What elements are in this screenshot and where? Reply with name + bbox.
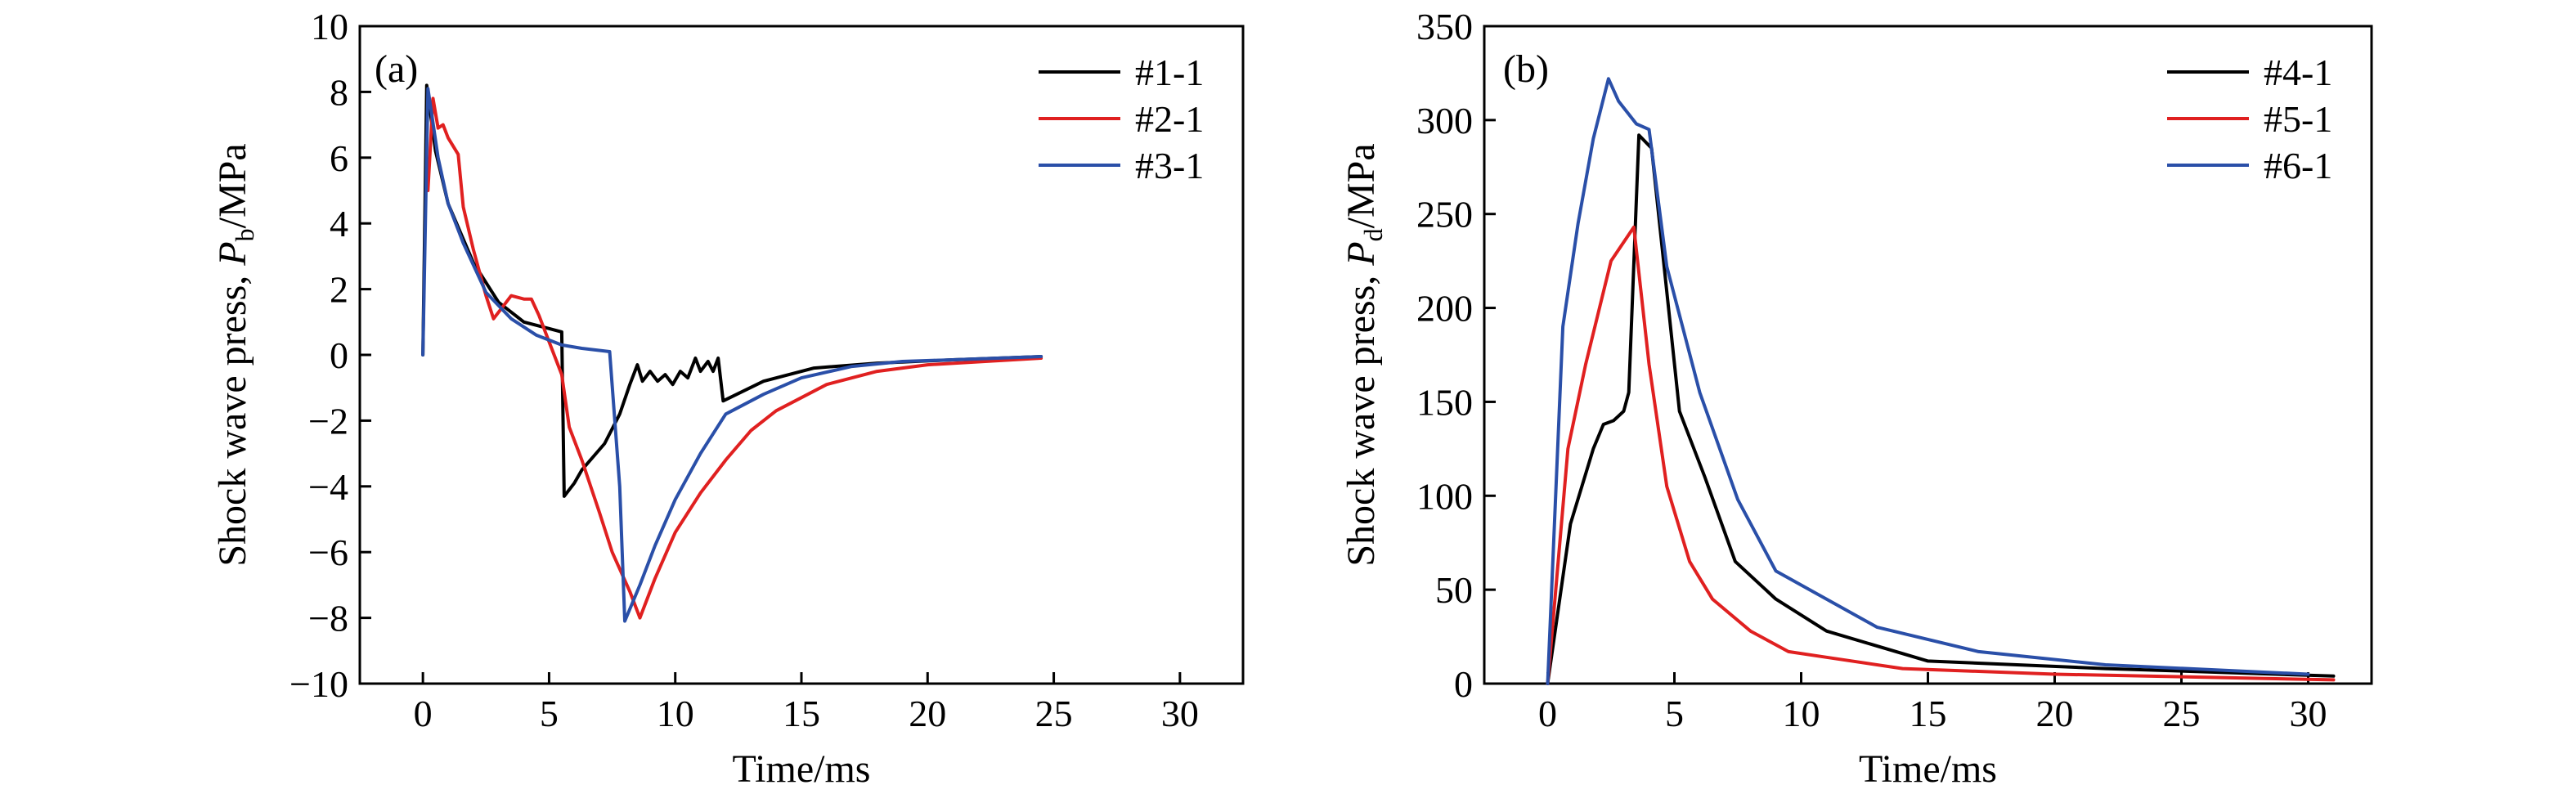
y-tick-label: 10 <box>311 6 348 47</box>
y-tick-label: 0 <box>330 334 348 376</box>
panel-label: (b) <box>1503 47 1549 91</box>
x-tick-label: 25 <box>2163 693 2201 734</box>
y-tick-label: −2 <box>308 400 348 442</box>
y-tick-label: −4 <box>308 466 348 508</box>
x-tick-label: 0 <box>414 693 433 734</box>
x-tick-label: 30 <box>2290 693 2327 734</box>
x-tick-label: 10 <box>657 693 694 734</box>
x-tick-label: 5 <box>1665 693 1684 734</box>
y-tick-label: 8 <box>330 71 348 113</box>
y-axis-title: Shock wave press, Pd/MPa <box>1340 143 1388 566</box>
series-line-5-1 <box>1546 225 2336 685</box>
x-axis-title: Time/ms <box>733 747 871 791</box>
y-tick-label: 350 <box>1416 6 1473 47</box>
x-axis-title: Time/ms <box>1859 747 1997 791</box>
y-tick-label: 200 <box>1416 288 1473 330</box>
legend-label: #5-1 <box>2264 98 2332 140</box>
series-line-6-1 <box>1546 77 2310 685</box>
legend-label: #6-1 <box>2264 145 2332 186</box>
x-tick-label: 15 <box>783 693 820 734</box>
series-line-3-1 <box>421 87 1043 623</box>
y-tick-label: −8 <box>308 598 348 639</box>
series-line-1-1 <box>421 83 1043 498</box>
x-tick-label: 20 <box>2036 693 2074 734</box>
x-tick-label: 20 <box>909 693 946 734</box>
series-line-4-1 <box>1546 133 2336 685</box>
y-tick-label: −6 <box>308 532 348 573</box>
x-tick-label: 25 <box>1035 693 1073 734</box>
legend-label: #3-1 <box>1135 145 1204 186</box>
y-tick-label: 4 <box>330 203 348 244</box>
y-tick-label: 2 <box>330 269 348 311</box>
x-tick-label: 15 <box>1910 693 1947 734</box>
y-tick-label: 250 <box>1416 194 1473 236</box>
x-tick-label: 0 <box>1538 693 1557 734</box>
y-tick-label: −10 <box>289 663 348 705</box>
chart-panel-b: 0 5 10 15 20 25 30050100150200250300350Time/ms… <box>1340 6 2373 791</box>
y-tick-label: 100 <box>1416 475 1473 517</box>
y-axis-title: Shock wave press, Pb/MPa <box>211 143 259 566</box>
legend-label: #4-1 <box>2264 52 2332 93</box>
y-tick-label: 0 <box>1454 663 1473 705</box>
x-tick-label: 30 <box>1161 693 1199 734</box>
plot-frame-b <box>1483 25 2373 685</box>
chart-panel-a: 0 5 10 15 20 25 30 −10 −8 −6 −4 −2 0 2 4 6 8 10 Time/ms Sho… <box>211 6 1245 791</box>
x-tick-label: 5 <box>540 693 559 734</box>
y-tick-label: 6 <box>330 137 348 179</box>
x-tick-label: 10 <box>1783 693 1820 734</box>
panel-label: (a) <box>375 47 418 91</box>
y-tick-label: 300 <box>1416 100 1473 141</box>
legend-label: #1-1 <box>1135 52 1204 93</box>
plot-frame-a <box>358 25 1245 685</box>
legend-label: #2-1 <box>1135 98 1204 140</box>
y-tick-label: 50 <box>1435 569 1473 611</box>
series-line-2-1 <box>426 96 1043 620</box>
y-tick-label: 150 <box>1416 381 1473 423</box>
